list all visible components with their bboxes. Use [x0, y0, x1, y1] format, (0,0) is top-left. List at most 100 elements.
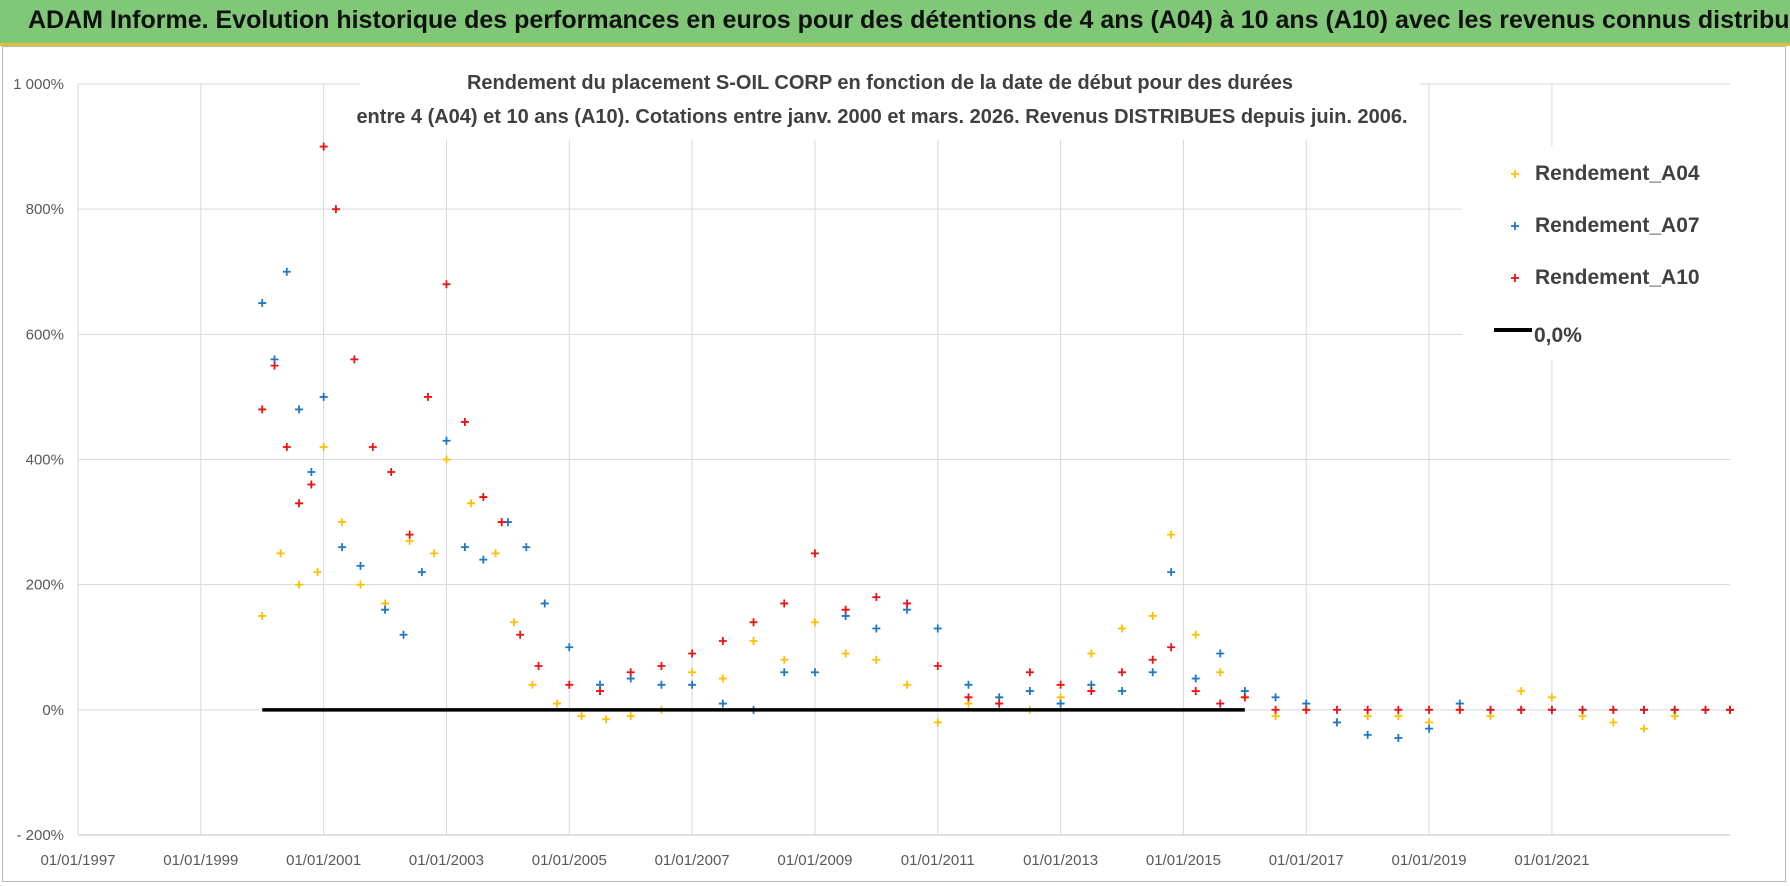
point-Rendement_A10 [1394, 705, 1403, 714]
y-tick-label: 600% [26, 326, 64, 343]
point-Rendement_A10 [258, 405, 267, 414]
point-Rendement_A10 [964, 693, 973, 702]
point-Rendement_A10 [331, 205, 340, 214]
banner-title: ADAM Informe. Evolution historique des p… [28, 6, 1790, 34]
point-Rendement_A07 [356, 561, 365, 570]
point-Rendement_A07 [964, 680, 973, 689]
legend-marker-Rendement_A04 [1511, 170, 1519, 178]
point-Rendement_A07 [540, 599, 549, 608]
point-Rendement_A04 [933, 718, 942, 727]
point-Rendement_A10 [1547, 705, 1556, 714]
point-Rendement_A10 [350, 355, 359, 364]
point-Rendement_A07 [1394, 733, 1403, 742]
point-Rendement_A07 [1025, 687, 1034, 696]
series-layer [258, 142, 1734, 742]
y-axis: - 200% 0% 200% 400% 600% 800% 1 000% [13, 76, 64, 844]
x-tick-label: 01/01/2015 [1146, 852, 1221, 869]
point-Rendement_A10 [1240, 693, 1249, 702]
point-Rendement_A10 [1216, 699, 1225, 708]
chart-title-bg [360, 62, 1420, 140]
point-Rendement_A10 [596, 687, 605, 696]
x-tick-label: 01/01/2011 [901, 852, 975, 869]
legend-marker-Rendement_A07 [1511, 222, 1519, 230]
x-axis: 01/01/1997 01/01/1999 01/01/2001 01/01/2003… [40, 852, 1589, 869]
point-Rendement_A10 [780, 599, 789, 608]
point-Rendement_A10 [810, 549, 819, 558]
point-Rendement_A10 [1670, 705, 1679, 714]
x-tick-label: 01/01/2019 [1392, 852, 1467, 869]
point-Rendement_A10 [387, 468, 396, 477]
point-Rendement_A10 [319, 142, 328, 151]
point-Rendement_A10 [626, 668, 635, 677]
point-Rendement_A04 [577, 712, 586, 721]
y-tick-label: 800% [26, 201, 64, 218]
point-Rendement_A10 [1148, 655, 1157, 664]
point-Rendement_A10 [1425, 705, 1434, 714]
point-Rendement_A04 [1148, 611, 1157, 620]
point-Rendement_A04 [626, 712, 635, 721]
x-tick-label: 01/01/1997 [40, 852, 115, 869]
point-Rendement_A07 [933, 624, 942, 633]
point-Rendement_A04 [510, 618, 519, 627]
point-Rendement_A10 [534, 662, 543, 671]
point-Rendement_A10 [1118, 668, 1127, 677]
point-Rendement_A07 [522, 543, 531, 552]
point-Rendement_A04 [1640, 724, 1649, 733]
point-Rendement_A10 [872, 593, 881, 602]
point-Rendement_A04 [1517, 687, 1526, 696]
point-Rendement_A04 [491, 549, 500, 558]
point-Rendement_A04 [810, 618, 819, 627]
point-Rendement_A04 [780, 655, 789, 664]
point-Rendement_A07 [258, 299, 267, 308]
point-Rendement_A04 [872, 655, 881, 664]
x-tick-label: 01/01/2003 [409, 852, 484, 869]
point-Rendement_A10 [270, 361, 279, 370]
point-Rendement_A04 [749, 636, 758, 645]
point-Rendement_A10 [1486, 705, 1495, 714]
point-Rendement_A10 [307, 480, 316, 489]
point-Rendement_A07 [1167, 568, 1176, 577]
point-Rendement_A07 [1056, 699, 1065, 708]
legend-marker-Rendement_A10 [1511, 274, 1519, 282]
x-tick-label: 01/01/2013 [1023, 852, 1098, 869]
point-Rendement_A10 [1363, 705, 1372, 714]
legend-label-zero-line: 0,0% [1534, 324, 1582, 347]
point-Rendement_A07 [1332, 718, 1341, 727]
x-tick-label: 01/01/2021 [1514, 852, 1589, 869]
point-Rendement_A04 [319, 442, 328, 451]
point-Rendement_A04 [442, 455, 451, 464]
chart-title-line1: Rendement du placement S-OIL CORP en fon… [467, 72, 1293, 94]
point-Rendement_A07 [295, 405, 304, 414]
x-tick-label: 01/01/2005 [532, 852, 607, 869]
point-Rendement_A10 [1191, 687, 1200, 696]
point-Rendement_A04 [356, 580, 365, 589]
point-Rendement_A04 [258, 611, 267, 620]
point-Rendement_A10 [565, 680, 574, 689]
point-Rendement_A07 [688, 680, 697, 689]
point-Rendement_A04 [841, 649, 850, 658]
legend: Rendement_A04 Rendement_A07 Rendement_A10 0… [1462, 146, 1734, 360]
point-Rendement_A04 [1087, 649, 1096, 658]
point-Rendement_A07 [381, 605, 390, 614]
point-Rendement_A07 [718, 699, 727, 708]
point-Rendement_A10 [516, 630, 525, 639]
chart-title-line2: entre 4 (A04) et 10 ans (A10). Cotations… [356, 106, 1407, 128]
point-Rendement_A10 [424, 392, 433, 401]
point-Rendement_A10 [1609, 705, 1618, 714]
point-Rendement_A10 [1701, 705, 1710, 714]
point-Rendement_A07 [1271, 693, 1280, 702]
point-Rendement_A07 [565, 643, 574, 652]
point-Rendement_A04 [276, 549, 285, 558]
point-Rendement_A10 [1578, 705, 1587, 714]
point-Rendement_A10 [995, 699, 1004, 708]
point-Rendement_A04 [688, 668, 697, 677]
point-Rendement_A04 [1547, 693, 1556, 702]
point-Rendement_A07 [307, 468, 316, 477]
point-Rendement_A10 [1025, 668, 1034, 677]
point-Rendement_A04 [467, 499, 476, 508]
y-tick-label: 400% [26, 452, 64, 469]
point-Rendement_A07 [1363, 730, 1372, 739]
point-Rendement_A10 [1087, 687, 1096, 696]
point-Rendement_A07 [417, 568, 426, 577]
y-tick-label: - 200% [16, 827, 64, 844]
